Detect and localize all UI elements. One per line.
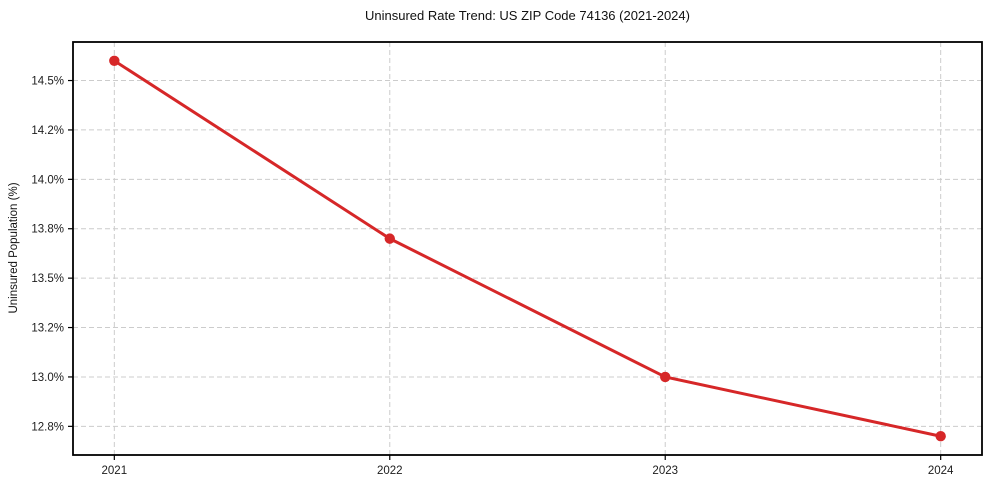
- x-tick-label: 2023: [652, 465, 678, 477]
- x-tick-label: 2022: [377, 465, 403, 477]
- x-tick-label: 2024: [928, 465, 954, 477]
- data-point-marker: [935, 431, 946, 442]
- y-tick-label: 13.8%: [31, 224, 64, 236]
- trend-line: [112, 59, 943, 438]
- y-tick-label: 14.0%: [31, 174, 64, 186]
- data-point-marker: [660, 371, 671, 383]
- y-tick-label: 12.8%: [31, 421, 64, 433]
- y-tick-label: 14.5%: [31, 76, 64, 88]
- y-tick-label: 13.5%: [31, 273, 64, 285]
- y-tick-label: 14.2%: [31, 125, 64, 137]
- data-point-marker: [384, 233, 395, 244]
- y-tick-label: 13.0%: [31, 372, 64, 384]
- y-tick-label: 13.2%: [31, 323, 64, 335]
- x-tick-label: 2021: [102, 465, 128, 477]
- chart-title: Uninsured Rate Trend: US ZIP Code 74136 …: [365, 8, 690, 23]
- data-point-marker: [109, 55, 120, 66]
- plot-border: [72, 41, 983, 456]
